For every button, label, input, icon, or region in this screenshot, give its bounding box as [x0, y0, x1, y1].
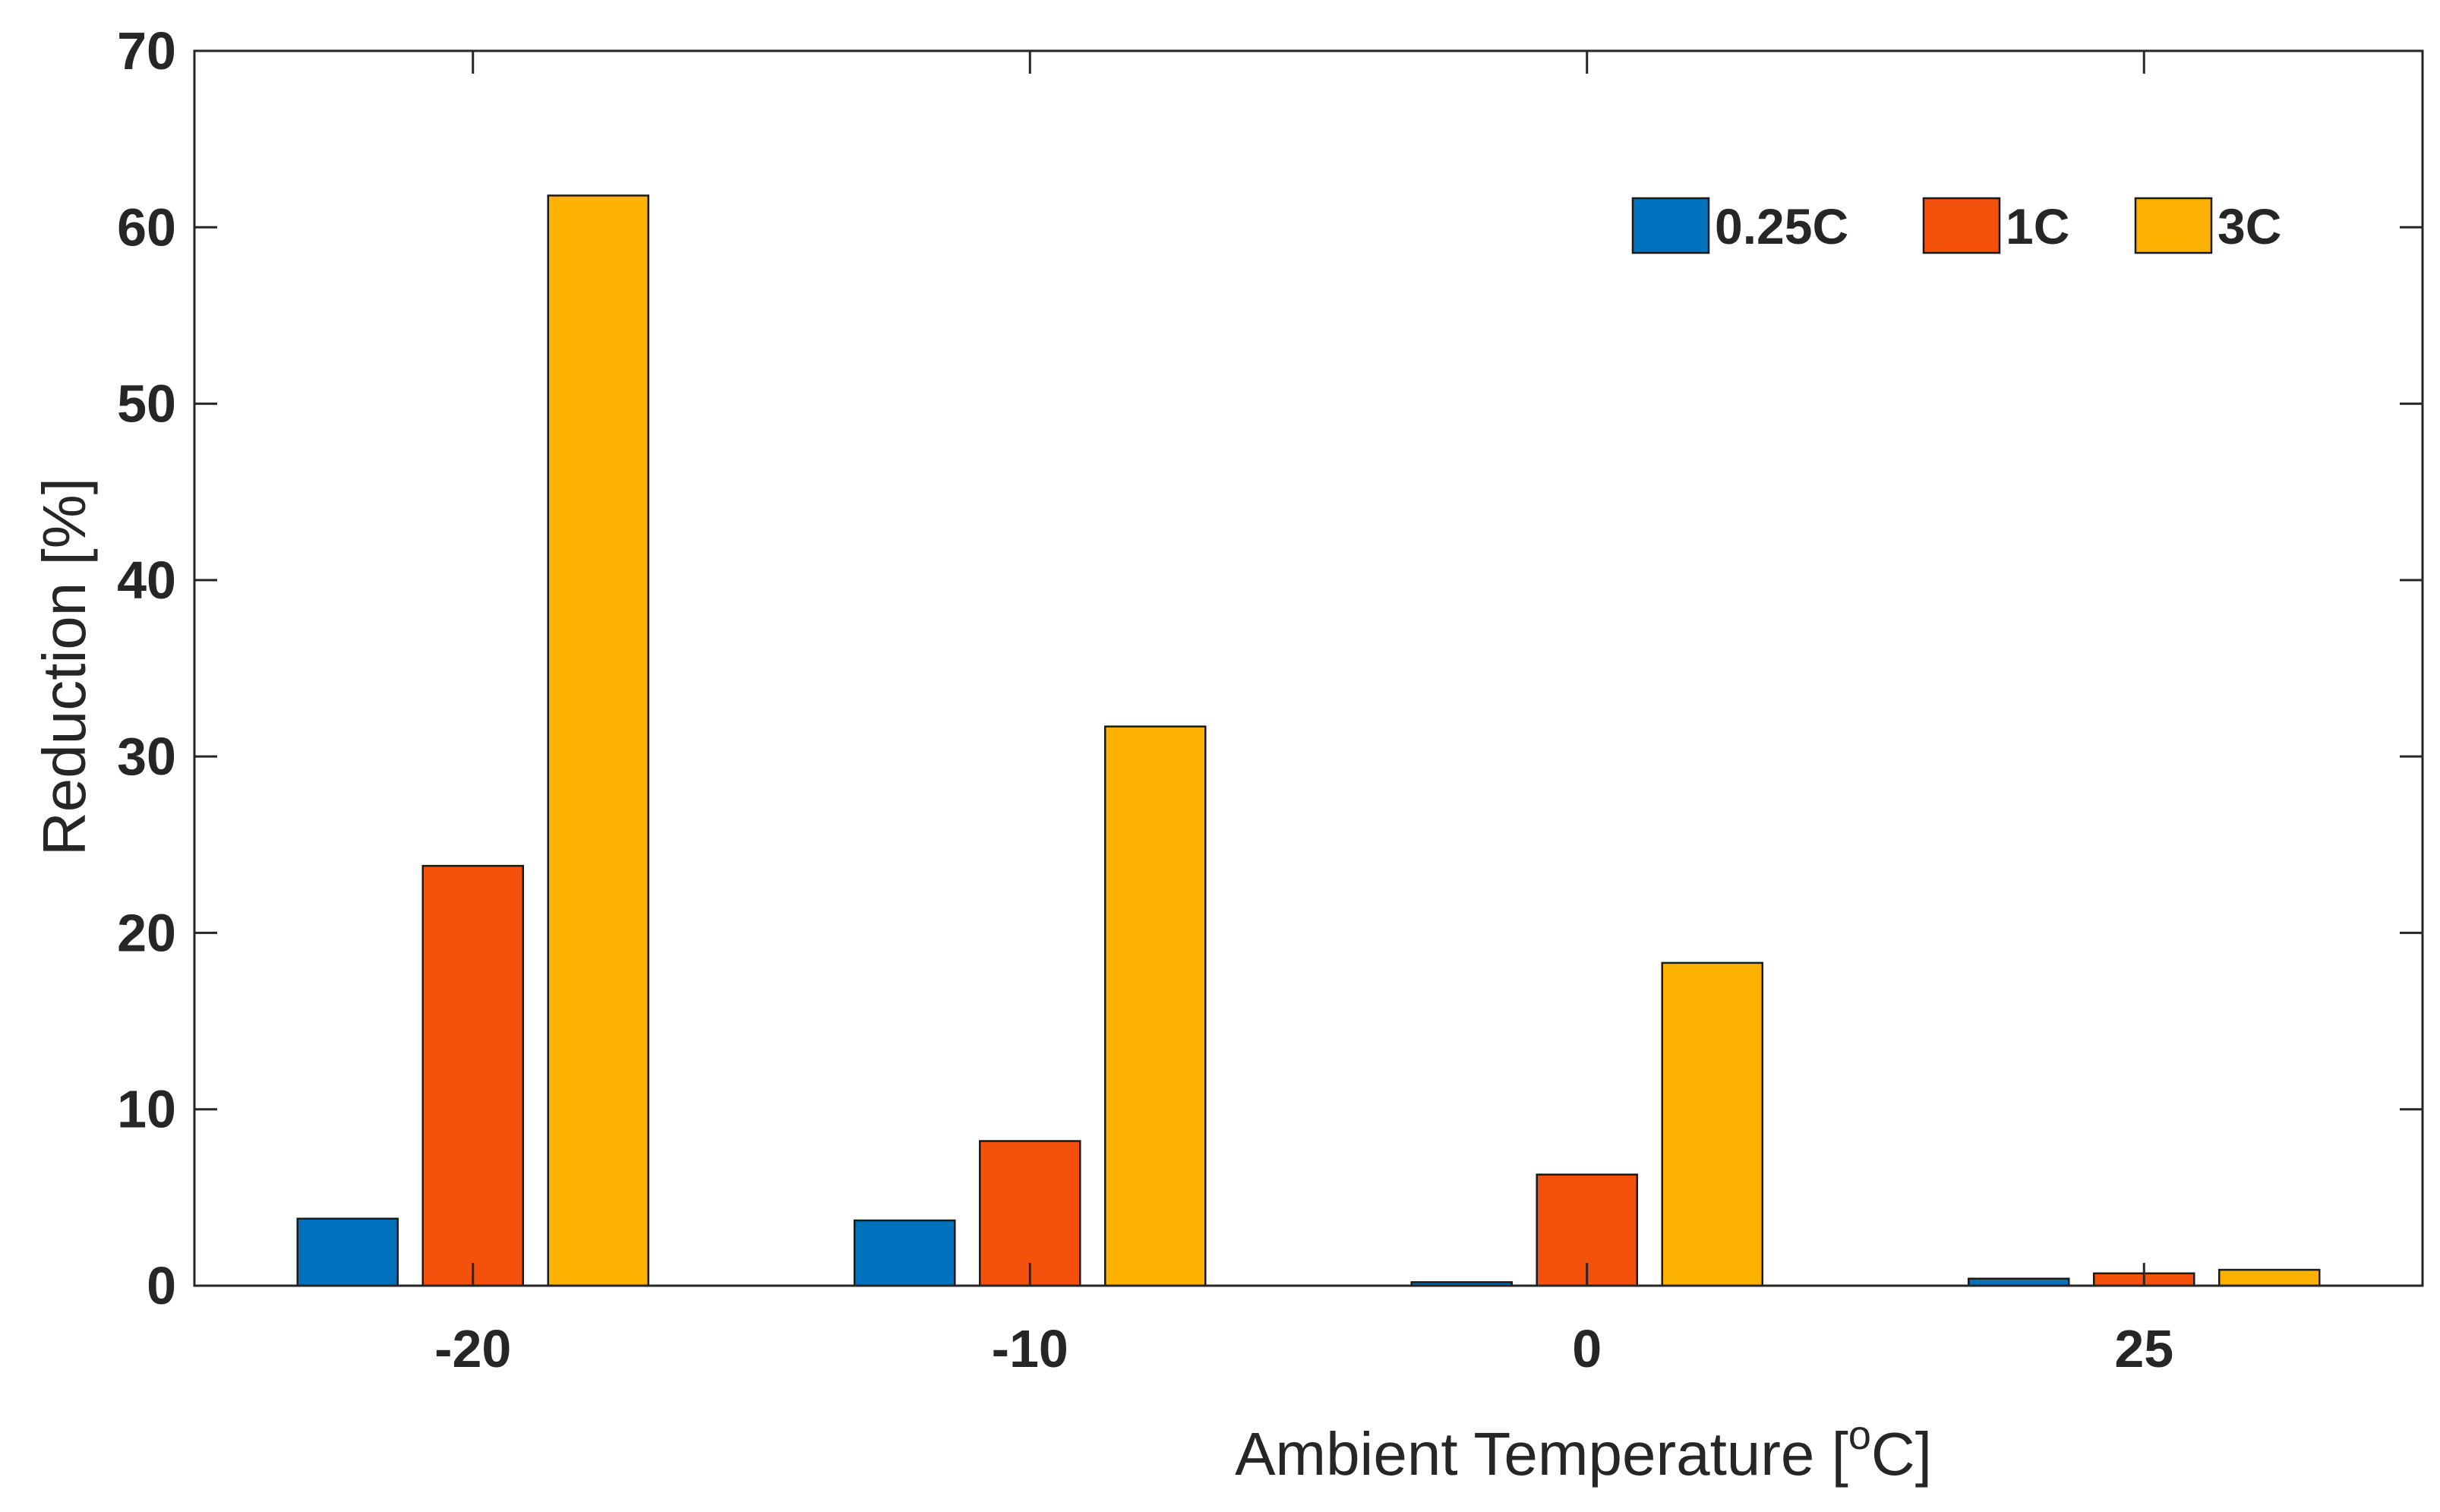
- legend-swatch-0.25C: [1631, 197, 1710, 254]
- y-tick-label: 70: [117, 21, 176, 80]
- y-tick-label: 30: [117, 727, 176, 786]
- y-tick-label: 0: [147, 1256, 176, 1315]
- plot-area-frame: [193, 49, 2424, 1287]
- legend-swatch-3C: [2134, 197, 2213, 254]
- legend: 0.25C 1C 3C: [1631, 197, 2281, 254]
- legend-label-1C: 1C: [2006, 198, 2069, 254]
- y-axis: 0 10 20 30 40 50 60 70: [117, 21, 2423, 1315]
- x-axis: -20 -10 0 25: [434, 51, 2173, 1378]
- bar-1C--10: [979, 1140, 1081, 1287]
- bar-1C--20: [421, 864, 524, 1287]
- x-tick-label: -20: [434, 1319, 511, 1378]
- x-tick-label: 25: [2114, 1319, 2173, 1378]
- x-axis-title-superscript: o: [1848, 1413, 1871, 1458]
- x-axis-title: Ambient Temperature [oC]: [1235, 1413, 1932, 1488]
- x-tick-label: 0: [1572, 1319, 1602, 1378]
- bar-3C-0: [1661, 961, 1763, 1287]
- bar-0.25C--20: [296, 1217, 399, 1287]
- legend-swatch-1C: [1922, 197, 2001, 254]
- legend-label-0.25C: 0.25C: [1715, 198, 1848, 254]
- y-tick-label: 50: [117, 374, 176, 434]
- bars-group: [296, 194, 2321, 1287]
- y-tick-label: 10: [117, 1080, 176, 1139]
- bar-0.25C--10: [854, 1219, 956, 1287]
- y-tick-label: 60: [117, 197, 176, 257]
- bar-3C--20: [547, 194, 649, 1287]
- legend-label-3C: 3C: [2217, 198, 2281, 254]
- y-tick-label: 20: [117, 903, 176, 962]
- bar-3C--10: [1104, 725, 1207, 1287]
- bar-3C-25: [2218, 1268, 2321, 1287]
- y-tick-label: 40: [117, 551, 176, 610]
- x-axis-title-suffix: C]: [1871, 1420, 1932, 1488]
- x-tick-label: -10: [992, 1319, 1068, 1378]
- y-axis-title: Reduction [%]: [30, 478, 98, 856]
- x-axis-title-main: Ambient Temperature [: [1235, 1420, 1848, 1488]
